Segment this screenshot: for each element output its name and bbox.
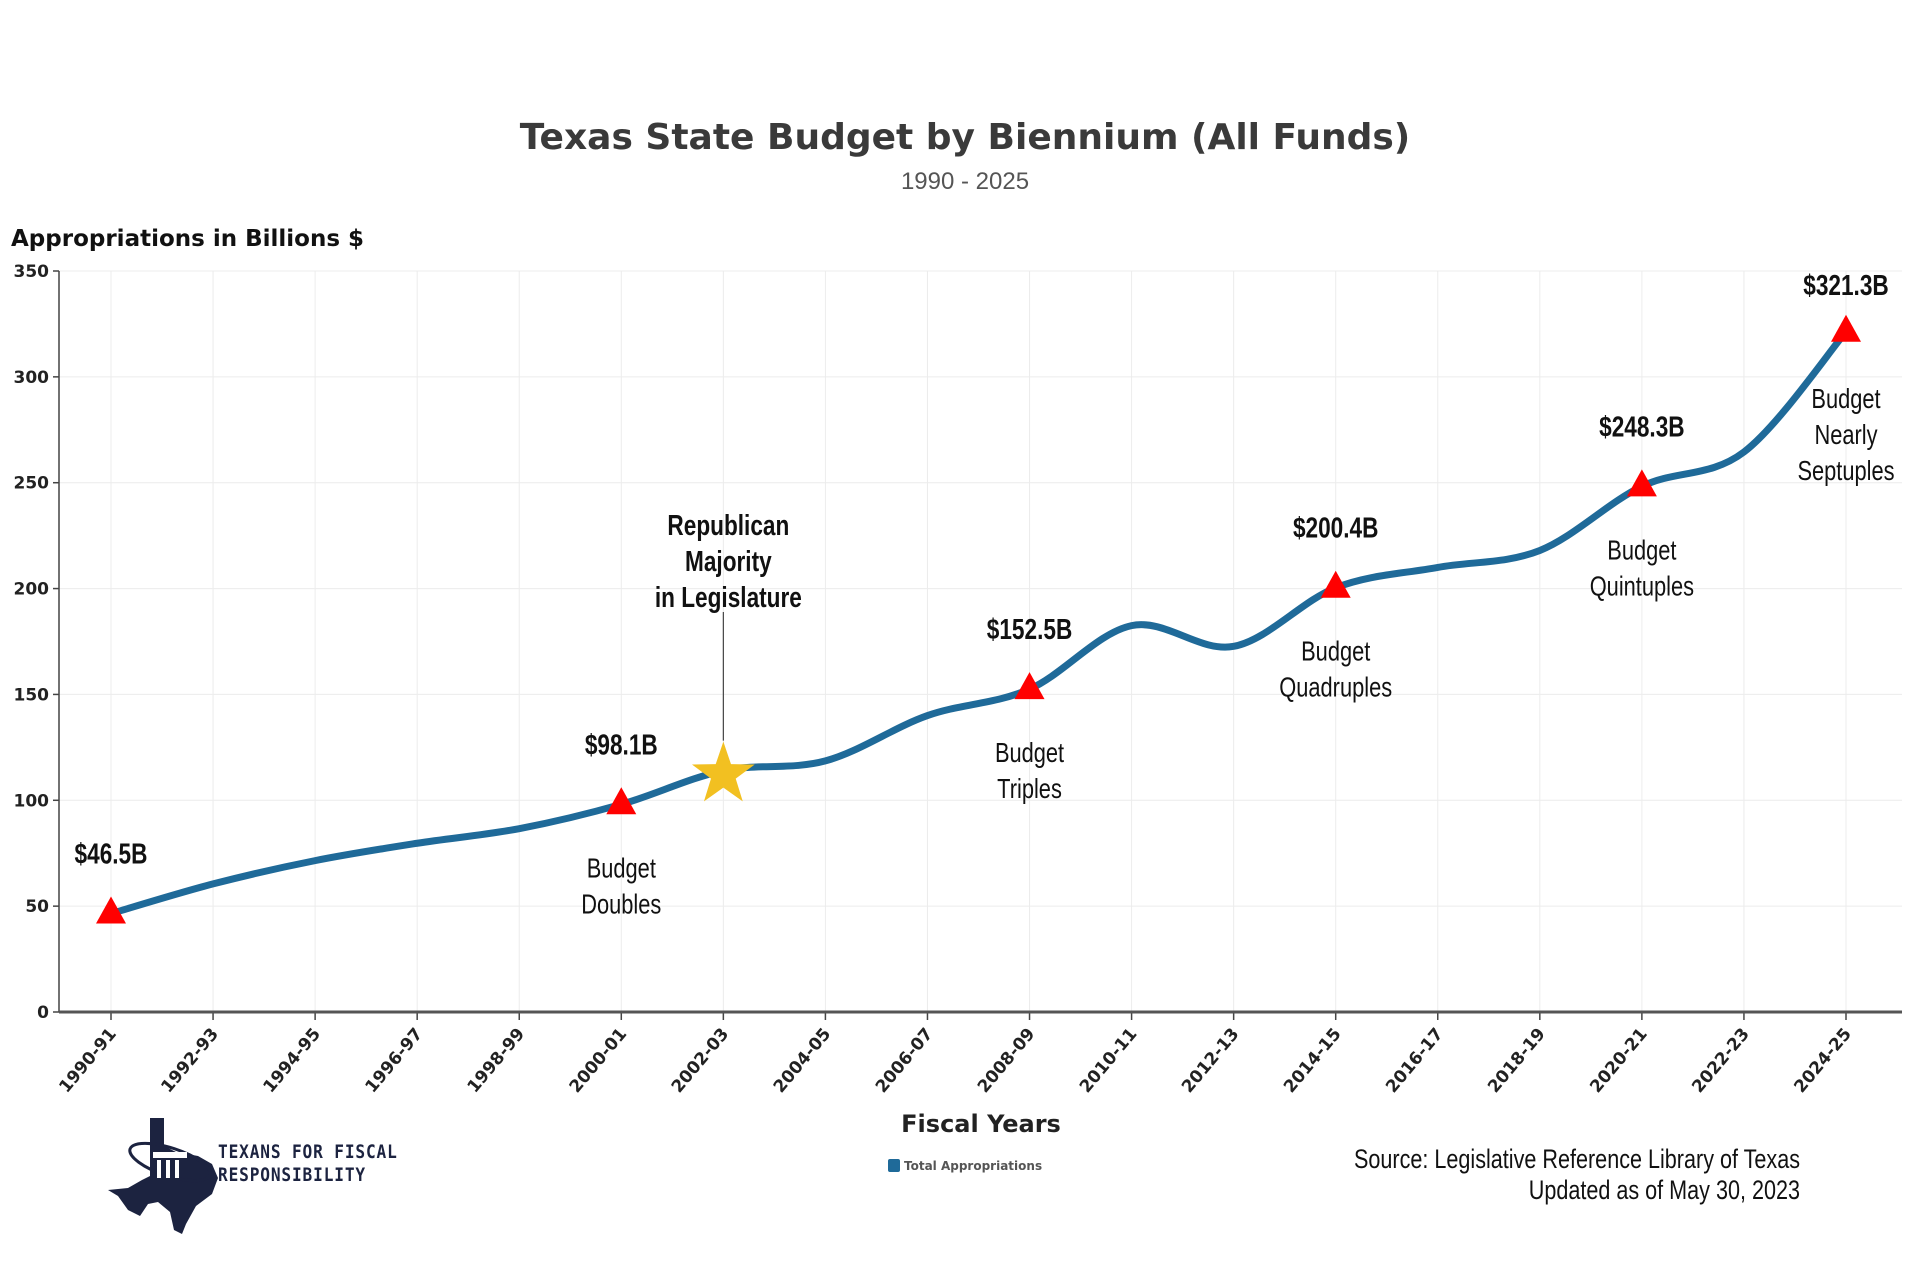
annotation-note: Quadruples xyxy=(1279,672,1392,703)
x-tick-label: 2008-09 xyxy=(974,1024,1039,1097)
annotations: $46.5B $98.1B Budget Doubles $152.5B Budget Tr… xyxy=(75,268,1895,924)
triangle-marker xyxy=(96,896,126,924)
y-tick-label: 150 xyxy=(14,685,50,705)
y-tick-label: 0 xyxy=(37,1003,49,1023)
annotation-note: Budget xyxy=(1811,383,1880,414)
logo-line1: TEXANS FOR FISCAL xyxy=(218,1142,398,1164)
x-tick-label: 2020-21 xyxy=(1586,1024,1651,1097)
x-tick-label: 2006-07 xyxy=(872,1024,937,1097)
y-tick-label: 350 xyxy=(14,262,50,282)
annotation-note: Budget xyxy=(587,853,656,884)
x-tick-label: 2012-13 xyxy=(1178,1024,1243,1097)
annotation-note: Budget xyxy=(1607,535,1676,566)
y-tick-label: 50 xyxy=(25,897,49,917)
chart-title: Texas State Budget by Biennium (All Fund… xyxy=(520,117,1411,158)
triangle-marker xyxy=(1320,570,1351,598)
value-label: $248.3B xyxy=(1599,410,1685,443)
x-tick-label: 1998-99 xyxy=(464,1024,529,1097)
x-tick-label: 1990-91 xyxy=(55,1024,120,1097)
source-line: Source: Legislative Reference Library of… xyxy=(1354,1145,1800,1175)
y-tick-label: 250 xyxy=(14,474,50,494)
y-tick-label: 200 xyxy=(14,580,50,600)
logo: TEXANS FOR FISCAL RESPONSIBILITY xyxy=(108,1118,398,1234)
annotation-note: Nearly xyxy=(1814,419,1877,450)
value-label: $98.1B xyxy=(585,728,658,761)
axes: 0 50 100 150 200 250 300 350 1990-91 1992-93 1994-… xyxy=(14,262,1902,1097)
x-tick-label: 2022-23 xyxy=(1688,1024,1753,1097)
annotation-note: Quintuples xyxy=(1590,571,1694,602)
series xyxy=(107,328,1850,918)
legend-swatch xyxy=(888,1159,900,1172)
y-tick-label: 100 xyxy=(14,791,50,811)
source-note: Source: Legislative Reference Library of… xyxy=(1354,1145,1800,1206)
x-tick-label: 2014-15 xyxy=(1280,1024,1345,1097)
x-axis-label: Fiscal Years xyxy=(901,1110,1061,1138)
y-axis-label: Appropriations in Billions $ xyxy=(11,226,364,252)
x-tick-label: 1992-93 xyxy=(157,1024,222,1097)
x-tick-label: 2018-19 xyxy=(1484,1024,1549,1097)
annotation-note: Doubles xyxy=(581,889,661,920)
annotation-note: Septuples xyxy=(1797,455,1894,486)
value-label: $46.5B xyxy=(75,837,148,870)
event-label: in Legislature xyxy=(655,580,802,613)
value-label: $152.5B xyxy=(987,612,1073,645)
triangle-marker xyxy=(1626,469,1657,497)
grid xyxy=(59,270,1902,1012)
event-label: Majority xyxy=(685,544,772,577)
annotation-note: Budget xyxy=(995,738,1064,769)
annotation-note: Budget xyxy=(1301,636,1370,667)
x-tick-label: 2016-17 xyxy=(1382,1024,1447,1097)
x-tick-label: 1994-95 xyxy=(259,1024,324,1097)
event-label: Republican xyxy=(667,508,789,541)
y-tick-label: 300 xyxy=(14,368,50,388)
x-tick-label: 2002-03 xyxy=(668,1024,733,1097)
star-marker xyxy=(691,741,755,802)
triangle-marker xyxy=(1014,672,1045,700)
triangle-marker xyxy=(606,787,637,815)
value-label: $321.3B xyxy=(1803,268,1889,301)
triangle-marker xyxy=(1831,314,1861,342)
logo-line2: RESPONSIBILITY xyxy=(218,1165,366,1187)
series-line-total-appropriations xyxy=(107,328,1850,918)
x-tick-label: 2010-11 xyxy=(1076,1024,1141,1097)
chart-subtitle: 1990 - 2025 xyxy=(901,168,1029,195)
updated-line: Updated as of May 30, 2023 xyxy=(1529,1176,1800,1206)
x-tick-label: 2000-01 xyxy=(566,1024,631,1097)
x-tick-label: 2004-05 xyxy=(770,1024,835,1097)
legend[interactable]: Total Appropriations xyxy=(888,1159,1042,1173)
annotation-note: Triples xyxy=(997,774,1062,805)
x-tick-label: 1996-97 xyxy=(362,1024,427,1097)
x-tick-label: 2024-25 xyxy=(1790,1024,1855,1097)
value-label: $200.4B xyxy=(1293,511,1379,544)
legend-label: Total Appropriations xyxy=(904,1159,1042,1173)
texas-pillar-logo-icon xyxy=(108,1118,218,1234)
